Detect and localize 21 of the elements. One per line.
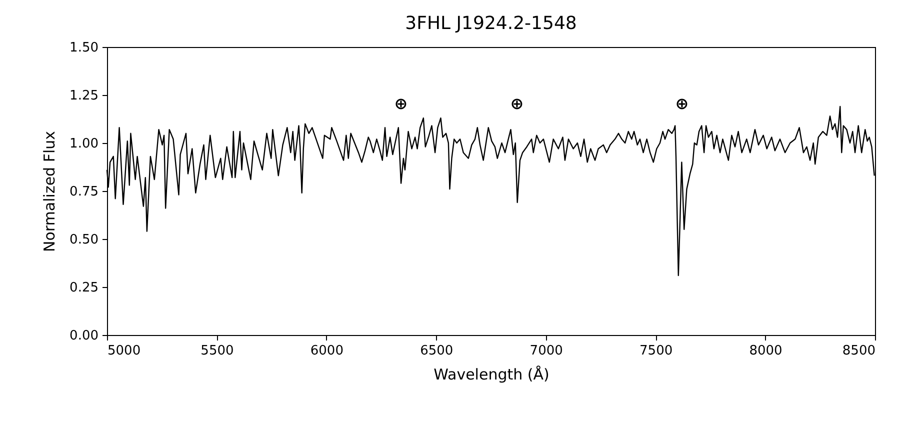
x-tick-label: 5000 (108, 344, 141, 358)
y-axis-title: Normalized Flux (40, 130, 59, 252)
x-tick-label: 6500 (420, 344, 454, 358)
y-tick-label: 0.50 (70, 232, 98, 248)
y-tick-label: 0.25 (70, 280, 98, 296)
x-tick-label: 7500 (640, 344, 673, 358)
y-tick-label: 1.00 (70, 136, 98, 152)
y-tick-label: 1.25 (70, 88, 98, 104)
y-tick-label: 1.50 (70, 40, 98, 56)
annotation: ⊕ (675, 94, 689, 113)
x-axis-title: Wavelength (Å) (434, 366, 550, 384)
x-tick-label: 7000 (530, 344, 563, 358)
x-tick-label: 5500 (200, 344, 234, 358)
annotation: ⊕ (394, 94, 408, 113)
x-tick-label: 6000 (310, 344, 344, 358)
y-tick-label: 0.00 (70, 328, 98, 344)
x-tick-label: 8500 (842, 344, 876, 358)
x-tick-label: 8000 (749, 344, 782, 358)
annotation: ⊕ (510, 94, 524, 113)
y-tick-label: 0.75 (70, 184, 98, 200)
chart-title: 3FHL J1924.2-1548 (405, 13, 577, 34)
